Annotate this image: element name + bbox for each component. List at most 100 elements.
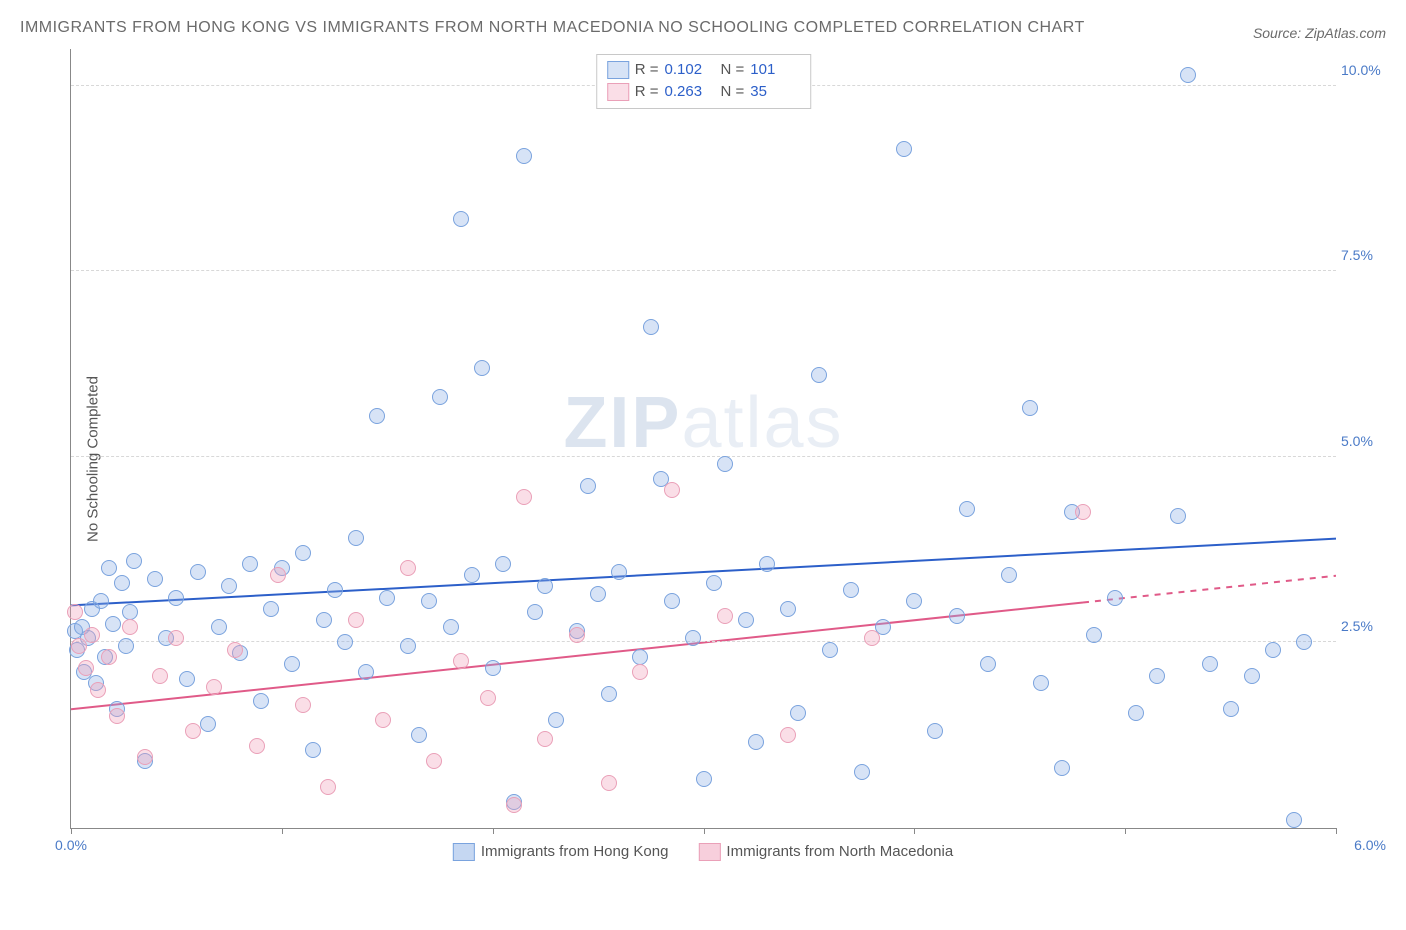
data-point <box>1128 705 1144 721</box>
data-point <box>200 716 216 732</box>
data-point <box>516 489 532 505</box>
data-point <box>305 742 321 758</box>
data-point <box>185 723 201 739</box>
legend-item: Immigrants from North Macedonia <box>698 843 953 861</box>
data-point <box>443 619 459 635</box>
data-point <box>78 660 94 676</box>
data-point <box>114 575 130 591</box>
data-point <box>480 690 496 706</box>
data-point <box>152 668 168 684</box>
data-point <box>569 627 585 643</box>
data-point <box>759 556 775 572</box>
data-point <box>168 630 184 646</box>
data-point <box>1086 627 1102 643</box>
x-tick <box>1125 828 1126 834</box>
data-point <box>516 148 532 164</box>
data-point <box>122 604 138 620</box>
data-point <box>263 601 279 617</box>
chart-title: IMMIGRANTS FROM HONG KONG VS IMMIGRANTS … <box>20 15 1085 41</box>
legend-stat-label: N = <box>721 59 745 82</box>
data-point <box>190 564 206 580</box>
x-tick-label-right: 6.0% <box>1354 837 1386 853</box>
data-point <box>122 619 138 635</box>
data-point <box>453 211 469 227</box>
data-point <box>375 712 391 728</box>
data-point <box>379 590 395 606</box>
data-point <box>84 627 100 643</box>
data-point <box>105 616 121 632</box>
x-tick-label-left: 0.0% <box>55 837 87 853</box>
data-point <box>706 575 722 591</box>
data-point <box>71 638 87 654</box>
data-point <box>221 578 237 594</box>
data-point <box>206 679 222 695</box>
data-point <box>1244 668 1260 684</box>
legend-r-value: 0.263 <box>665 81 715 104</box>
data-point <box>632 649 648 665</box>
data-point <box>211 619 227 635</box>
data-point <box>227 642 243 658</box>
data-point <box>643 319 659 335</box>
data-point <box>126 553 142 569</box>
data-point <box>685 630 701 646</box>
data-point <box>1107 590 1123 606</box>
data-point <box>717 608 733 624</box>
data-point <box>790 705 806 721</box>
data-point <box>327 582 343 598</box>
data-point <box>632 664 648 680</box>
y-tick-label: 7.5% <box>1341 247 1386 263</box>
data-point <box>590 586 606 602</box>
data-point <box>854 764 870 780</box>
data-point <box>137 749 153 765</box>
data-point <box>400 560 416 576</box>
legend-row: R =0.102N =101 <box>607 59 801 82</box>
data-point <box>179 671 195 687</box>
data-point <box>453 653 469 669</box>
data-point <box>93 593 109 609</box>
data-point <box>843 582 859 598</box>
data-point <box>485 660 501 676</box>
data-point <box>1286 812 1302 828</box>
data-point <box>242 556 258 572</box>
trend-lines <box>71 49 1336 828</box>
legend-n-value: 35 <box>750 81 800 104</box>
data-point <box>432 389 448 405</box>
data-point <box>780 601 796 617</box>
data-point <box>1075 504 1091 520</box>
data-point <box>369 408 385 424</box>
data-point <box>474 360 490 376</box>
data-point <box>864 630 880 646</box>
data-point <box>253 693 269 709</box>
data-point <box>411 727 427 743</box>
data-point <box>400 638 416 654</box>
legend-swatch <box>607 61 629 79</box>
data-point <box>537 731 553 747</box>
data-point <box>1033 675 1049 691</box>
data-point <box>927 723 943 739</box>
correlation-legend: R =0.102N =101R = 0.263 N =35 <box>596 54 812 109</box>
legend-swatch <box>698 843 720 861</box>
data-point <box>168 590 184 606</box>
data-point <box>822 642 838 658</box>
data-point <box>548 712 564 728</box>
watermark: ZIPatlas <box>563 382 843 464</box>
data-point <box>101 560 117 576</box>
data-point <box>337 634 353 650</box>
data-point <box>906 593 922 609</box>
data-point <box>101 649 117 665</box>
gridline <box>71 456 1336 457</box>
legend-stat-label: R = <box>635 59 659 82</box>
legend-n-value: 101 <box>750 59 800 82</box>
legend-stat-label: R = <box>635 81 659 104</box>
legend-item: Immigrants from Hong Kong <box>453 843 669 861</box>
data-point <box>421 593 437 609</box>
data-point <box>696 771 712 787</box>
legend-swatch <box>453 843 475 861</box>
x-tick <box>493 828 494 834</box>
data-point <box>1265 642 1281 658</box>
data-point <box>611 564 627 580</box>
x-tick <box>914 828 915 834</box>
data-point <box>527 604 543 620</box>
data-point <box>118 638 134 654</box>
plot-area: ZIPatlas R =0.102N =101R =0.263N =35 2.5… <box>70 49 1336 829</box>
